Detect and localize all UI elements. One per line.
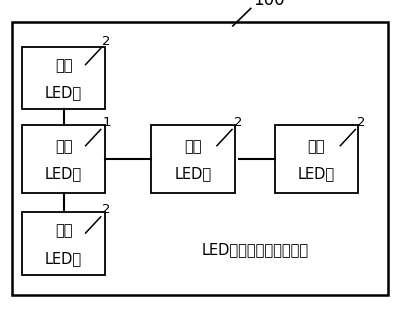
Text: 2: 2 xyxy=(357,116,365,129)
Text: 分控: 分控 xyxy=(55,58,72,73)
Bar xyxy=(12,22,388,295)
Text: LED灯: LED灯 xyxy=(45,251,82,266)
Text: LED灯: LED灯 xyxy=(45,167,82,182)
Bar xyxy=(22,125,105,193)
Text: 2: 2 xyxy=(102,35,111,48)
Bar xyxy=(22,212,105,275)
Bar xyxy=(151,125,235,193)
Text: 100: 100 xyxy=(253,0,284,9)
Text: LED灯: LED灯 xyxy=(298,167,335,182)
Text: LED灯: LED灯 xyxy=(45,85,82,100)
Text: 1: 1 xyxy=(102,116,111,129)
Text: 2: 2 xyxy=(102,203,111,216)
Text: LED灯智能导向控制系统: LED灯智能导向控制系统 xyxy=(201,242,308,257)
Text: 主控: 主控 xyxy=(55,139,72,154)
Bar xyxy=(22,47,105,109)
Text: 分控: 分控 xyxy=(308,139,325,154)
Bar xyxy=(275,125,358,193)
Text: 2: 2 xyxy=(234,116,242,129)
Text: 分控: 分控 xyxy=(184,139,202,154)
Text: 分控: 分控 xyxy=(55,223,72,238)
Text: LED灯: LED灯 xyxy=(174,167,212,182)
